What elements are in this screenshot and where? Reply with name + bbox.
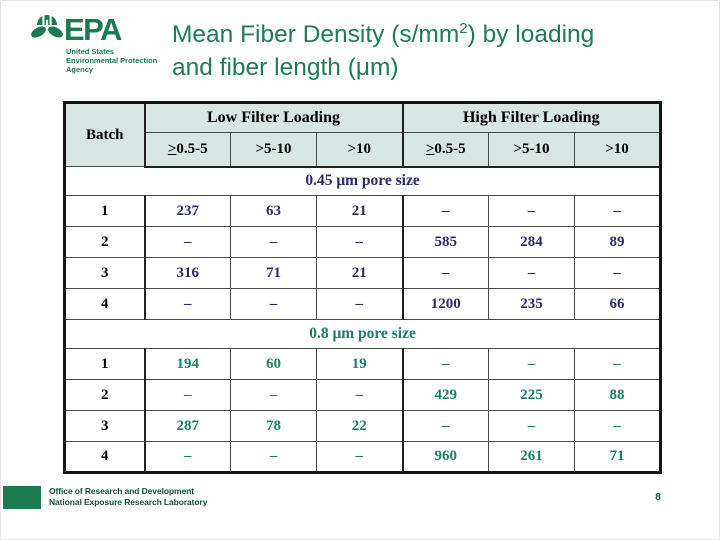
table-row: 2 – – – 429 225 88 xyxy=(64,379,662,411)
value-cell: – xyxy=(230,226,317,258)
epa-sub-line2: Environmental Protection xyxy=(66,56,158,65)
table-row: 4 – – – 960 261 71 xyxy=(64,441,662,473)
title-superscript: 2 xyxy=(459,19,468,37)
batch-cell: 3 xyxy=(64,257,145,289)
value-cell: – xyxy=(401,257,489,289)
low-col-header-0.5-5: >0.5-5 xyxy=(143,132,231,168)
table-row: 1 194 60 19 – – – xyxy=(64,348,662,380)
value-cell: – xyxy=(573,257,662,289)
value-cell: – xyxy=(488,410,575,442)
value-cell: 237 xyxy=(143,195,231,227)
value-cell: – xyxy=(230,379,317,411)
section-header-08um: 0.8 μm pore size xyxy=(63,319,662,349)
value-cell: 261 xyxy=(488,441,575,473)
value-cell: 316 xyxy=(143,257,231,289)
table-row: 1 237 63 21 – – – xyxy=(64,195,662,227)
batch-cell: 4 xyxy=(64,288,145,320)
footer-green-bar xyxy=(3,486,41,509)
value-cell: 60 xyxy=(230,348,317,380)
epa-flower-icon xyxy=(31,15,63,38)
value-cell: – xyxy=(401,348,489,380)
batch-cell: 2 xyxy=(64,379,145,411)
value-cell: – xyxy=(143,288,231,320)
value-cell: – xyxy=(401,410,489,442)
epa-sub-line3: Agency xyxy=(66,65,94,74)
value-cell: – xyxy=(401,195,489,227)
value-cell: 21 xyxy=(316,195,403,227)
value-cell: – xyxy=(488,257,575,289)
high-col-header-0.5-5: >0.5-5 xyxy=(401,132,489,168)
value-cell: 225 xyxy=(488,379,575,411)
table-row: 3 287 78 22 – – – xyxy=(64,410,662,442)
table-row: 2 – – – 585 284 89 xyxy=(64,226,662,258)
value-cell: – xyxy=(316,379,403,411)
batch-cell: 1 xyxy=(64,195,145,227)
value-cell: – xyxy=(573,410,662,442)
value-cell: 1200 xyxy=(401,288,489,320)
value-cell: 960 xyxy=(401,441,489,473)
value-cell: 66 xyxy=(573,288,662,320)
slide-title: Mean Fiber Density (s/mm2) by loading an… xyxy=(172,18,672,84)
value-cell: 78 xyxy=(230,410,317,442)
value-cell: 89 xyxy=(573,226,662,258)
value-cell: – xyxy=(143,441,231,473)
table-row: 3 316 71 21 – – – xyxy=(64,257,662,289)
section-header-045um: 0.45 μm pore size xyxy=(63,166,662,196)
batch-cell: 2 xyxy=(64,226,145,258)
value-cell: – xyxy=(316,441,403,473)
epa-sub-line1: United States xyxy=(66,47,114,56)
value-cell: 88 xyxy=(573,379,662,411)
value-cell: 22 xyxy=(316,410,403,442)
batch-cell: 1 xyxy=(64,348,145,380)
footer-line2: National Exposure Research Laboratory xyxy=(49,496,208,507)
footer-org-text: Office of Research and Development Natio… xyxy=(49,486,207,507)
value-cell: – xyxy=(230,288,317,320)
value-cell: 429 xyxy=(401,379,489,411)
batch-cell: 3 xyxy=(64,410,145,442)
value-cell: 71 xyxy=(230,257,317,289)
value-cell: 71 xyxy=(573,441,662,473)
value-cell: – xyxy=(573,348,662,380)
high-filter-loading-header: High Filter Loading xyxy=(401,102,662,133)
table-row: 4 – – – 1200 235 66 xyxy=(64,288,662,320)
value-cell: – xyxy=(143,379,231,411)
value-cell: – xyxy=(488,195,575,227)
value-cell: – xyxy=(230,441,317,473)
batch-column-header: Batch xyxy=(64,102,145,167)
value-cell: 585 xyxy=(401,226,489,258)
value-cell: – xyxy=(488,348,575,380)
value-cell: 287 xyxy=(143,410,231,442)
title-line1-pre: Mean Fiber Density (s/mm xyxy=(172,21,460,48)
epa-logo: EPA United States Environmental Protecti… xyxy=(30,13,157,74)
low-col-header-5-10: >5-10 xyxy=(230,132,317,168)
epa-wordmark: EPA xyxy=(64,12,122,47)
epa-agency-name: United States Environmental Protection A… xyxy=(66,47,157,74)
batch-cell: 4 xyxy=(64,441,145,473)
low-filter-loading-header: Low Filter Loading xyxy=(143,102,403,133)
title-line1-post: ) by loading xyxy=(467,21,595,48)
value-cell: 19 xyxy=(316,348,403,380)
low-col-header-10: >10 xyxy=(316,132,403,168)
title-line2: and fiber length (μm) xyxy=(172,54,399,81)
value-cell: 21 xyxy=(316,257,403,289)
high-col-header-10: >10 xyxy=(573,132,662,168)
value-cell: – xyxy=(143,226,231,258)
value-cell: – xyxy=(316,226,403,258)
value-cell: 235 xyxy=(488,288,575,320)
footer-line1: Office of Research and Development xyxy=(49,486,194,496)
value-cell: 63 xyxy=(230,195,317,227)
page-number: 8 xyxy=(655,491,661,503)
fiber-density-table: Batch Low Filter Loading High Filter Loa… xyxy=(63,101,663,474)
value-cell: 194 xyxy=(143,348,231,380)
value-cell: – xyxy=(573,195,662,227)
high-col-header-5-10: >5-10 xyxy=(488,132,575,168)
value-cell: – xyxy=(316,288,403,320)
value-cell: 284 xyxy=(488,226,575,258)
